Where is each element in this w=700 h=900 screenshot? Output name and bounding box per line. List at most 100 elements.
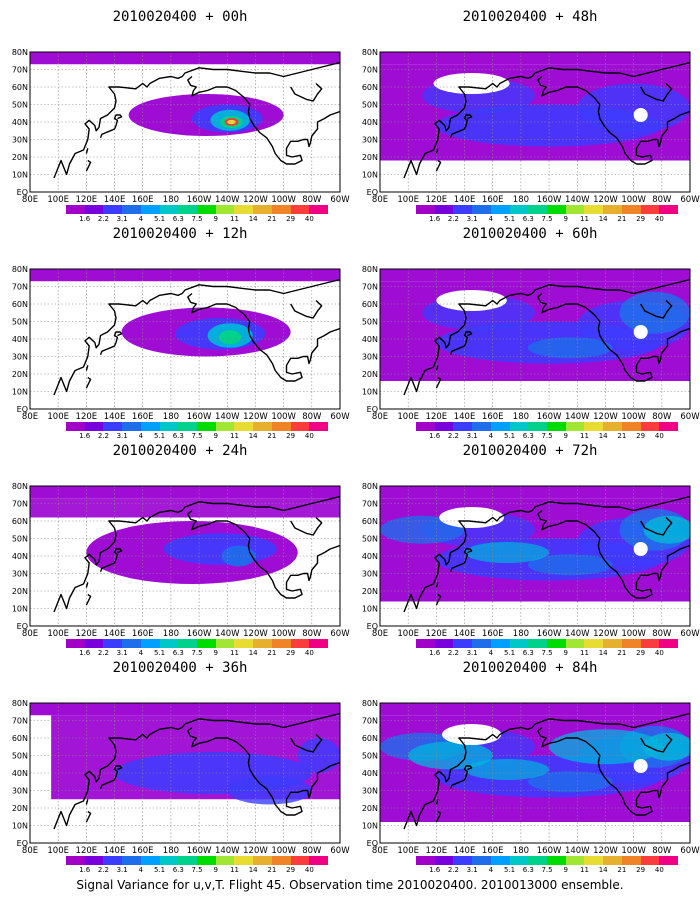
colorbar-label: 6.3 <box>172 866 184 874</box>
colorbar-swatch <box>640 205 660 214</box>
x-tick-label: 160W <box>537 629 562 639</box>
x-tick-label: 100W <box>621 629 646 639</box>
colorbar-swatch <box>434 639 454 648</box>
y-tick-label: EQ <box>367 622 378 631</box>
colorbar-swatch <box>472 205 491 214</box>
colorbar-swatch <box>603 422 622 431</box>
variance-map: 80E 100E 120E 140E 160E 180 160W 140W 120W 100W 80… <box>10 681 350 871</box>
colorbar-swatch <box>253 422 272 431</box>
colorbar-label: 4 <box>488 432 494 440</box>
colorbar-swatch <box>584 856 604 865</box>
colorbar-label: 3.1 <box>116 649 128 657</box>
x-tick-label: 160E <box>132 195 154 205</box>
y-tick-label: 40N <box>362 769 378 778</box>
y-tick-label: 10N <box>12 171 28 180</box>
x-tick-label: 100E <box>47 846 69 856</box>
colorbar: 1.6 2.2 3.1 4 5.1 6.3 7.5 9 11 14 21 29 40 <box>416 856 679 876</box>
colorbar-swatch <box>490 205 510 214</box>
colorbar-swatch <box>234 639 254 648</box>
colorbar-label: 4 <box>488 649 494 657</box>
y-tick-label: EQ <box>17 622 28 631</box>
y-tick-label: 10N <box>12 822 28 831</box>
colorbar-label: 21 <box>267 866 277 874</box>
colorbar-label: 2.2 <box>447 649 459 657</box>
panel-title: 2010020400 + 48h <box>462 9 598 25</box>
x-tick-label: 120W <box>593 846 618 856</box>
x-tick-label: 120W <box>243 846 268 856</box>
x-tick-label: 60W <box>330 629 350 639</box>
colorbar-label: 4 <box>138 432 144 440</box>
colorbar-swatch <box>453 422 473 431</box>
colorbar-swatch <box>621 422 641 431</box>
colorbar-swatch <box>197 422 216 431</box>
x-tick-label: 160W <box>187 629 212 639</box>
x-tick-label: 120E <box>426 412 448 422</box>
colorbar-swatch <box>547 205 566 214</box>
colorbar-label: 29 <box>286 649 296 657</box>
colorbar-label: 6.3 <box>172 649 184 657</box>
colorbar-swatch <box>140 205 160 214</box>
x-tick-label: 140E <box>454 412 476 422</box>
x-tick-label: 120E <box>426 846 448 856</box>
x-tick-label: 60W <box>680 195 700 205</box>
colorbar-label: 29 <box>636 866 646 874</box>
colorbar-label: 5.1 <box>154 432 166 440</box>
y-tick-label: 30N <box>12 136 28 145</box>
colorbar-label: 40 <box>654 215 664 223</box>
y-tick-label: 80N <box>362 265 378 274</box>
colorbar-swatch <box>603 856 622 865</box>
x-tick-label: 60W <box>330 846 350 856</box>
x-tick-label: 80W <box>652 846 672 856</box>
colorbar-swatch <box>528 856 548 865</box>
panel-title: 2010020400 + 00h <box>112 9 248 25</box>
colorbar-label: 4 <box>488 866 494 874</box>
x-tick-label: 160E <box>482 412 504 422</box>
colorbar-label: 9 <box>213 432 218 440</box>
colorbar-label: 4 <box>488 215 494 223</box>
x-tick-label: 160E <box>482 846 504 856</box>
colorbar-swatch <box>122 422 141 431</box>
colorbar-label: 29 <box>286 866 296 874</box>
y-tick-label: 60N <box>362 734 378 743</box>
colorbar-swatch <box>434 422 454 431</box>
colorbar-swatch <box>584 639 604 648</box>
colorbar-label: 6.3 <box>172 432 184 440</box>
colorbar-swatch <box>490 639 510 648</box>
colorbar-label: 4 <box>138 215 144 223</box>
map-panel-72h: 2010020400 + 72h 80E 100E 120E 140E 160E 180 16… <box>360 442 700 657</box>
variance-map: 80E 100E 120E 140E 160E 180 160W 140W 120W 100W 80… <box>10 30 350 220</box>
panel-title: 2010020400 + 36h <box>112 660 248 676</box>
x-tick-label: 140W <box>565 846 590 856</box>
y-tick-label: 80N <box>12 265 28 274</box>
y-tick-label: 20N <box>12 804 28 813</box>
colorbar-label: 6.3 <box>522 215 534 223</box>
x-tick-label: 180 <box>163 412 179 422</box>
y-tick-label: 50N <box>12 535 28 544</box>
colorbar-label: 5.1 <box>154 866 166 874</box>
colorbar-swatch <box>528 422 548 431</box>
x-tick-label: 120W <box>243 412 268 422</box>
colorbar-swatch <box>416 422 435 431</box>
colorbar-label: 11 <box>229 649 239 657</box>
colorbar-label: 29 <box>286 215 296 223</box>
colorbar-swatch <box>659 639 679 648</box>
colorbar-swatch <box>565 639 585 648</box>
x-tick-label: 180 <box>513 195 529 205</box>
colorbar-swatch <box>309 422 329 431</box>
colorbar-label: 6.3 <box>172 215 184 223</box>
x-tick-label: 160W <box>187 195 212 205</box>
colorbar-swatch <box>659 205 679 214</box>
colorbar-label: 7.5 <box>541 215 553 223</box>
panel-title: 2010020400 + 84h <box>462 660 598 676</box>
x-tick-label: 140W <box>215 195 240 205</box>
colorbar-label: 11 <box>229 432 239 440</box>
colorbar: 1.6 2.2 3.1 4 5.1 6.3 7.5 9 11 14 21 29 40 <box>416 422 679 442</box>
y-tick-label: 20N <box>12 370 28 379</box>
y-tick-label: 80N <box>362 699 378 708</box>
x-tick-label: 180 <box>513 412 529 422</box>
colorbar-swatch <box>271 422 291 431</box>
colorbar-swatch <box>159 639 179 648</box>
colorbar-swatch <box>215 422 235 431</box>
colorbar-label: 3.1 <box>466 215 478 223</box>
y-tick-label: 30N <box>12 570 28 579</box>
